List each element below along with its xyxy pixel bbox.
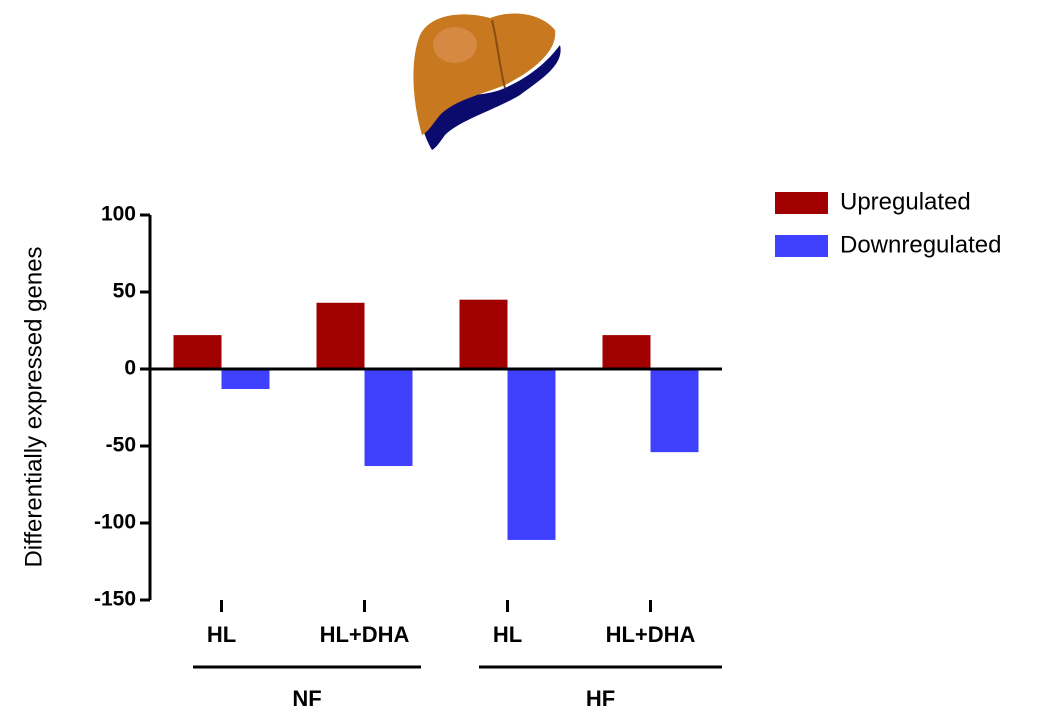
y-tick-label: 50 xyxy=(113,280,136,303)
liver-icon xyxy=(413,14,560,150)
bar xyxy=(651,369,699,452)
group-label: NF xyxy=(292,686,321,711)
bar xyxy=(603,335,651,369)
bar xyxy=(174,335,222,369)
legend-label: Downregulated xyxy=(840,231,1001,258)
liver-highlight xyxy=(433,27,477,63)
y-tick-label: -150 xyxy=(94,588,136,611)
x-tick-label: HL+DHA xyxy=(606,622,696,647)
y-tick-label: -100 xyxy=(94,511,136,534)
group-label: HF xyxy=(586,686,615,711)
y-tick-label: 0 xyxy=(124,357,136,380)
y-tick-label: -50 xyxy=(106,434,136,457)
legend-swatch xyxy=(775,192,828,214)
bar xyxy=(222,369,270,389)
bar xyxy=(460,300,508,369)
bar xyxy=(317,303,365,369)
legend-swatch xyxy=(775,235,828,257)
bar xyxy=(365,369,413,466)
x-tick-label: HL+DHA xyxy=(320,622,410,647)
bar xyxy=(508,369,556,540)
chart: Differentially expressed genes -150 -100 -… xyxy=(0,0,1049,715)
legend-label: Upregulated xyxy=(840,188,971,215)
x-tick-label: HL xyxy=(207,622,236,647)
y-tick-label: 100 xyxy=(101,203,136,226)
y-axis-label: Differentially expressed genes xyxy=(20,246,47,567)
x-tick-label: HL xyxy=(493,622,522,647)
